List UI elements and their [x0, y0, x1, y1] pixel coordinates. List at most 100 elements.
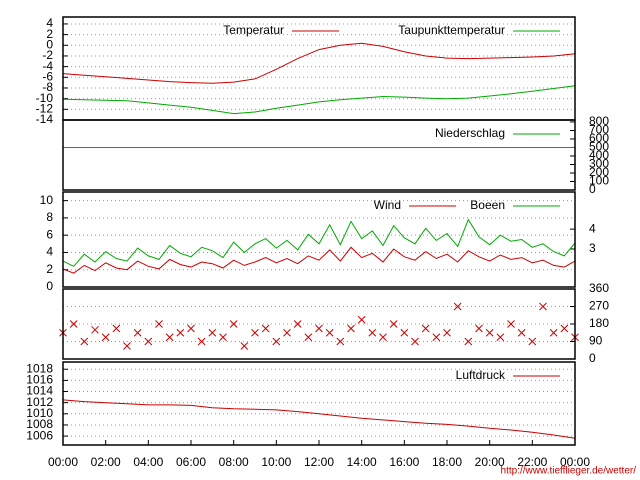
y2-tick-label: 4 [589, 221, 596, 235]
y-tick-label: 1018 [26, 361, 53, 375]
direction-point [293, 320, 302, 328]
y-tick-label: 1008 [26, 417, 53, 431]
series-line [62, 399, 576, 439]
direction-point [133, 328, 142, 337]
legend-label: Wind [374, 198, 401, 212]
series-line [62, 218, 576, 267]
direction-point [176, 328, 185, 337]
direction-point [80, 337, 89, 346]
direction-point [443, 328, 451, 337]
y2-tick-label: 800 [589, 114, 609, 128]
y2-tick-label: 270 [589, 299, 609, 313]
direction-point [251, 328, 259, 337]
direction-point [325, 328, 334, 337]
legend-label: Boeen [470, 198, 505, 212]
y-tick-label: 4 [46, 245, 53, 259]
y-tick-label: 6 [46, 227, 53, 241]
direction-point [539, 302, 547, 311]
panel-frame [62, 288, 576, 360]
x-tick-label: 00:00 [48, 455, 78, 469]
direction-point [411, 337, 419, 346]
x-tick-label: 14:00 [347, 455, 377, 469]
direction-point [453, 302, 462, 311]
y2-tick-label: 180 [589, 316, 609, 330]
direction-point [219, 333, 227, 342]
legend-label: Temperatur [223, 23, 284, 37]
direction-point [165, 333, 174, 342]
y-tick-label: -4 [42, 59, 53, 73]
direction-point [155, 320, 163, 328]
direction-point [187, 324, 195, 333]
series-line [62, 246, 576, 274]
y2-tick-label: 100 [589, 174, 609, 188]
y-tick-label: 4 [46, 16, 53, 30]
direction-point [197, 337, 206, 346]
direction-point [389, 320, 398, 328]
y2-tick-label: 0 [589, 182, 596, 196]
direction-point [357, 315, 366, 324]
direction-point [69, 320, 78, 328]
x-tick-label: 06:00 [176, 455, 206, 469]
x-tick-label: 22:00 [517, 455, 547, 469]
y2-tick-label: 0 [589, 351, 596, 365]
direction-point [208, 328, 217, 337]
panel-frame [62, 191, 576, 288]
direction-point [123, 342, 131, 350]
y-tick-label: -2 [42, 48, 53, 62]
direction-point [528, 337, 537, 346]
y-tick-label: 10 [40, 193, 54, 207]
panel-frame [62, 361, 576, 446]
panel-frame [62, 119, 576, 191]
x-tick-label: 00:00 [560, 455, 590, 469]
direction-point [485, 328, 494, 337]
y-tick-label: 1014 [26, 384, 53, 398]
direction-point [560, 324, 569, 333]
y-tick-label: -8 [42, 80, 53, 94]
direction-point [112, 324, 121, 333]
direction-point [315, 324, 323, 333]
y-tick-label: 1010 [26, 406, 53, 420]
direction-point [464, 337, 473, 346]
y2-tick-label: 700 [589, 123, 609, 137]
x-tick-label: 10:00 [261, 455, 291, 469]
y-tick-label: 1006 [26, 428, 53, 442]
direction-point [368, 328, 377, 337]
y-tick-label: 8 [46, 210, 53, 224]
legend-label: Taupunkttemperatur [398, 23, 505, 37]
legend-label: Luftdruck [456, 368, 506, 382]
direction-point [475, 324, 483, 333]
y-tick-label: 2 [46, 27, 53, 41]
y-tick-label: 1012 [26, 395, 53, 409]
direction-point [283, 328, 291, 337]
direction-point [379, 333, 387, 342]
series-line [62, 42, 576, 84]
y2-tick-label: 300 [589, 157, 609, 171]
direction-point [336, 337, 345, 346]
y-tick-label: -14 [36, 112, 54, 126]
direction-point [496, 333, 505, 342]
y-tick-label: 1016 [26, 373, 53, 387]
series-line [62, 85, 576, 115]
direction-point [432, 333, 441, 342]
y2-tick-label: 90 [589, 334, 603, 348]
direction-point [421, 324, 430, 333]
x-tick-label: 12:00 [304, 455, 334, 469]
legend-label: Niederschlag [435, 126, 505, 140]
direction-point [229, 320, 238, 328]
y2-tick-label: 600 [589, 131, 609, 145]
direction-point [144, 337, 153, 346]
direction-point [517, 328, 526, 337]
y-tick-label: 2 [46, 262, 53, 276]
y-tick-label: -12 [36, 101, 54, 115]
source-link: http://www.tiefflieger.de/wetter/ [501, 466, 637, 477]
direction-point [304, 333, 313, 342]
x-tick-label: 04:00 [133, 455, 163, 469]
direction-point [261, 324, 270, 333]
x-tick-label: 16:00 [389, 455, 419, 469]
direction-point [240, 342, 249, 350]
direction-point [91, 325, 99, 334]
x-tick-label: 20:00 [475, 455, 505, 469]
y2-tick-label: 3 [589, 241, 596, 255]
direction-point [272, 337, 281, 346]
